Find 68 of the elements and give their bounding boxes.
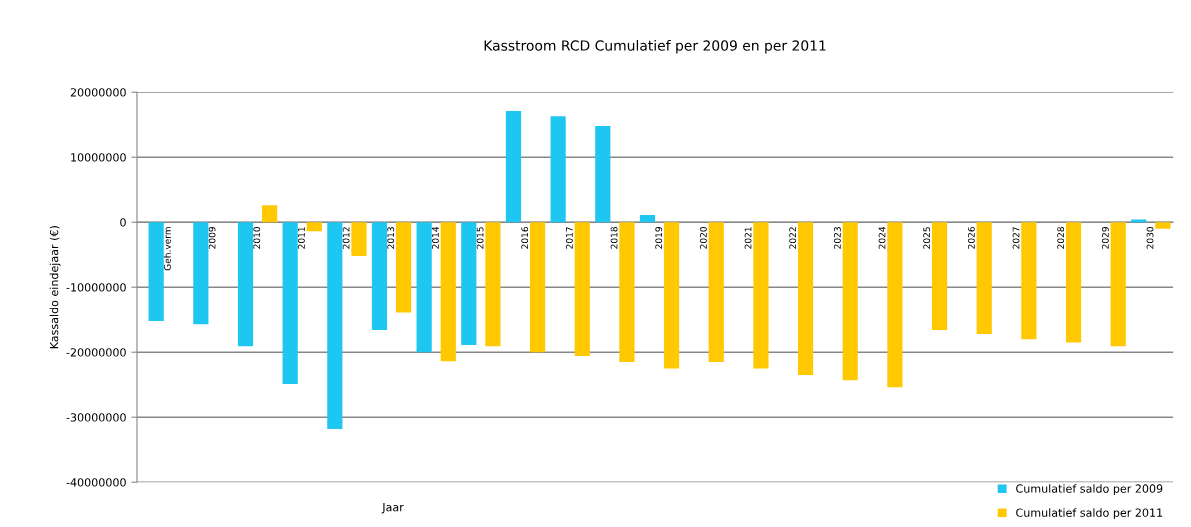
bar [461, 222, 477, 346]
bar [595, 126, 611, 223]
bar [529, 222, 546, 353]
bar [1110, 222, 1126, 347]
x-tick-label: 2018 [610, 227, 618, 249]
legend-label: Cumulatief saldo per 2011 [1016, 508, 1163, 519]
legend-label: Cumulatief saldo per 2009 [1016, 484, 1163, 495]
bar [282, 222, 298, 385]
bar [505, 111, 522, 223]
x-tick-label: 2026 [967, 226, 975, 249]
chart-title: Kasstroom RCD Cumulatief per 2009 en per 2011 [484, 40, 826, 54]
x-tick-label: 2011 [298, 227, 305, 249]
bar [440, 222, 456, 362]
bar [396, 222, 412, 313]
y-tick-label: 0 [120, 218, 126, 227]
x-axis-title: Jaar [381, 503, 404, 514]
bar [262, 205, 278, 223]
x-tick-label: 2009 [208, 227, 216, 249]
x-tick-label: 2025 [923, 227, 931, 249]
bar [1021, 222, 1037, 340]
x-tick-label: 2016 [521, 226, 529, 249]
x-tick-label: 2028 [1057, 227, 1065, 249]
bar [753, 222, 769, 369]
x-tick-label: 2027 [1012, 227, 1020, 249]
bar [1065, 222, 1082, 343]
x-tick-label: 2020 [699, 226, 707, 249]
bar [708, 222, 724, 362]
y-tick-label: -40000000 [66, 478, 126, 487]
bar [327, 222, 343, 429]
bar [639, 215, 656, 223]
y-tick-label: -20000000 [66, 348, 126, 357]
bar [351, 222, 367, 257]
bar [237, 222, 254, 347]
bar [193, 222, 209, 325]
bar [574, 222, 590, 357]
bar [148, 222, 164, 322]
x-tick-label: Geh.verm [163, 227, 171, 271]
bar [550, 116, 566, 223]
bar [371, 222, 388, 331]
x-tick-label: 2030 [1146, 226, 1154, 249]
bar [485, 222, 501, 347]
x-tick-label: 2019 [655, 227, 663, 249]
x-tick-label: 2015 [476, 227, 484, 249]
y-tick-label: -10000000 [66, 283, 126, 292]
bar [887, 222, 903, 388]
y-axis-title: Kassaldo eindejaar (€) [49, 226, 61, 349]
x-tick-label: 2022 [789, 227, 797, 249]
x-tick-label: 2021 [744, 227, 752, 249]
bar [416, 222, 432, 353]
bar [797, 222, 814, 375]
x-tick-label: 2014 [431, 226, 439, 249]
x-tick-label: 2017 [565, 227, 573, 249]
x-tick-label: 2013 [387, 227, 395, 249]
bar [931, 222, 948, 331]
x-tick-label: 2023 [833, 227, 841, 249]
bar [306, 222, 322, 232]
bar [842, 222, 858, 381]
x-tick-label: 2029 [1101, 227, 1109, 249]
bar [976, 222, 992, 335]
bar [1155, 222, 1171, 229]
x-tick-label: 2012 [342, 227, 350, 249]
y-tick-label: 20000000 [70, 88, 126, 97]
bar [663, 222, 680, 369]
x-tick-label: 2024 [878, 226, 886, 249]
y-tick-label: -30000000 [66, 413, 126, 422]
x-tick-label: 2010 [253, 226, 261, 249]
bar [619, 222, 635, 362]
y-tick-label: 10000000 [71, 153, 126, 162]
